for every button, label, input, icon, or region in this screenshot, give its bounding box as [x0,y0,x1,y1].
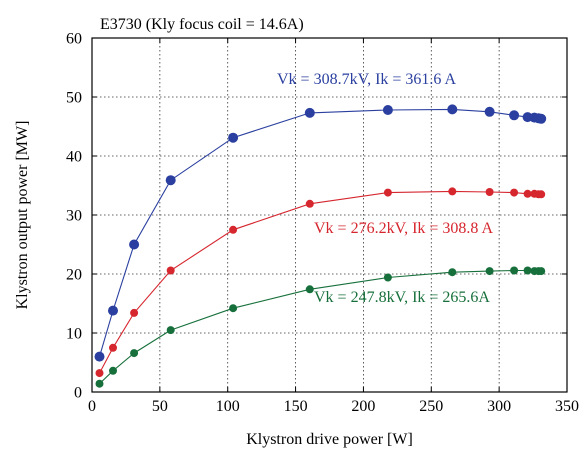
data-point [305,199,314,208]
x-tick-label: 50 [152,398,168,415]
data-point [165,175,176,186]
y-axis-label: Klystron output power [MW] [14,121,31,310]
data-point [485,267,494,276]
y-tick-label: 50 [66,90,82,107]
data-point [537,190,546,199]
data-point [95,379,104,388]
data-point [109,343,117,352]
x-axis-ticks: 0 50 100 150 200 250 300 350 [88,38,579,415]
data-point [484,106,495,117]
series-label-high-voltage: Vk = 308.7kV, Ik = 361.6 A [277,71,457,88]
x-tick-label: 350 [555,398,579,415]
data-point [523,266,532,275]
data-point [130,308,139,317]
data-point [228,132,239,143]
x-tick-label: 100 [216,398,240,415]
data-point [129,239,140,250]
data-point [94,351,105,362]
grid [92,38,567,392]
series-1 [95,187,546,378]
series-label-mid-voltage: Vk = 276.2kV, Ik = 308.8 A [314,220,494,237]
x-tick-label: 150 [284,398,308,415]
data-point [537,267,546,276]
data-point [305,285,314,294]
x-axis-label: Klystron drive power [W] [246,431,413,448]
series-line [99,190,542,374]
chart-title: E3730 (Kly focus coil = 14.6A) [100,16,304,33]
data-point [447,104,458,115]
data-point [536,113,547,124]
data-point [382,105,393,115]
x-tick-label: 300 [487,398,511,415]
data-point [229,304,238,313]
y-tick-label: 20 [66,267,82,284]
data-point [509,110,520,121]
data-point [485,188,494,196]
data-point [229,225,238,234]
data-point [510,266,519,275]
data-point [510,188,519,197]
data-point [383,188,392,197]
x-tick-label: 250 [419,398,443,415]
data-point [130,349,139,358]
data-point [523,189,532,198]
x-tick-label: 0 [88,398,96,415]
series-0 [94,104,547,362]
y-tick-label: 60 [66,31,82,48]
y-tick-label: 40 [66,149,82,166]
series-layer [94,104,547,388]
series-label-low-voltage: Vk = 247.8kV, Ik = 265.6A [314,289,490,306]
x-tick-label: 200 [351,398,375,415]
data-point [166,326,175,335]
data-point [383,273,392,282]
data-point [166,266,175,275]
data-point [108,305,118,316]
data-point [109,366,117,375]
data-point [95,369,104,378]
series-line [99,269,542,385]
y-tick-label: 30 [66,208,82,225]
data-point [304,107,315,118]
y-axis-ticks: 0 10 20 30 40 50 60 [66,31,567,402]
data-point [448,268,457,277]
y-tick-label: 10 [66,326,82,343]
y-tick-label: 0 [74,385,82,402]
data-point [448,187,457,196]
series-2 [95,266,546,388]
